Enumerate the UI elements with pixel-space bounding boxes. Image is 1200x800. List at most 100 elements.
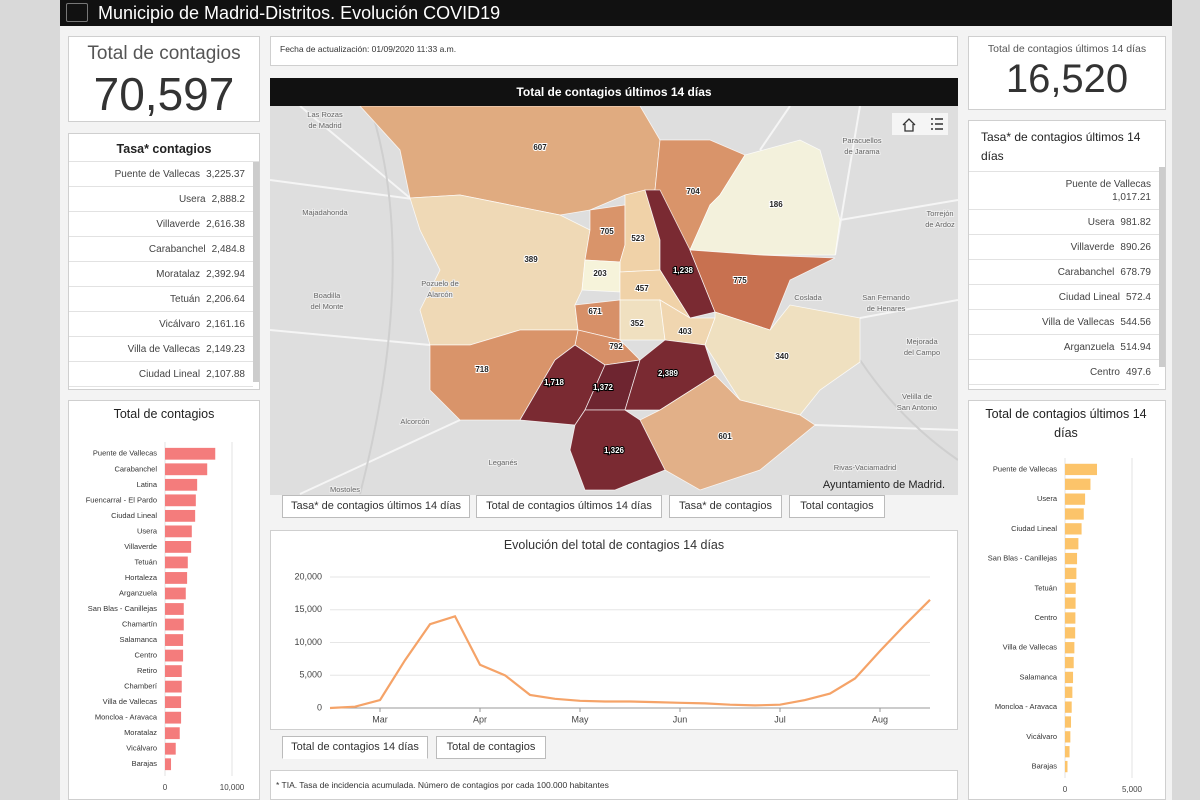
tab[interactable]: Total de contagios <box>436 736 546 759</box>
list-row[interactable]: Vicálvaro 2,161.16 <box>69 312 253 337</box>
footnote-box: * TIA. Tasa de incidencia acumulada. Núm… <box>270 770 958 800</box>
district[interactable] <box>569 409 666 491</box>
list-row[interactable]: Carabanchel 2,484.8 <box>69 237 253 262</box>
district-labels: 607 704 186 705 523 389 203 1,238 775 457 671 352 40… <box>474 142 790 456</box>
place-label: Majadahonda <box>302 208 348 217</box>
place-labels: Las Rozas de Madrid Majadahonda Pozuelo de A… <box>301 109 956 495</box>
total-card: Total de contagios 70,597 <box>68 36 260 122</box>
row-value: 3,225.37 <box>206 169 245 180</box>
list-row[interactable]: Villaverde 890.26 <box>969 235 1159 260</box>
row-name: Moratalaz <box>156 269 201 280</box>
scrollbar <box>1159 167 1165 367</box>
list-row[interactable]: Moratalaz 2,392.94 <box>69 262 253 287</box>
district-label: 601 <box>718 432 732 441</box>
header-title: Municipio de Madrid-Distritos. Evolución… <box>98 3 501 23</box>
roads <box>270 106 958 495</box>
logo <box>66 3 88 22</box>
row-value: 2,161.16 <box>206 319 245 330</box>
district-label: 1,718 <box>544 378 565 387</box>
row-name: Puente de Vallecas <box>1065 179 1151 190</box>
district-label: 671 <box>588 307 602 316</box>
list-row[interactable]: Carabanchel 678.79 <box>969 260 1159 285</box>
district-label: 705 <box>600 227 614 236</box>
row-value: 2,392.94 <box>206 269 245 280</box>
district-label: 2,389 <box>658 369 679 378</box>
legend-button[interactable] <box>931 118 943 130</box>
row-name: Puente de Vallecas <box>114 169 201 180</box>
list-title: Tasa* de contagios últimos 14 días <box>969 121 1165 172</box>
list-row[interactable]: Usera 2,888.2 <box>69 187 253 212</box>
row-value: 572.4 <box>1125 292 1151 303</box>
place-label: Mejorada <box>906 337 938 346</box>
row-name: Villa de Vallecas <box>1041 317 1115 328</box>
list-row[interactable]: Centro 497.6 <box>969 360 1159 385</box>
place-label: Coslada <box>794 293 822 302</box>
bar-panel-right <box>968 400 1166 800</box>
card-label: Total de contagios últimos 14 días <box>987 43 1147 55</box>
row-value: 2,206.64 <box>206 294 245 305</box>
tab[interactable]: Total contagios <box>789 495 885 518</box>
list-row[interactable]: Puente de Vallecas 1,017.21 <box>969 172 1159 210</box>
place-label: Mostoles <box>330 485 360 494</box>
list-row[interactable]: Villa de Vallecas 2,149.23 <box>69 337 253 362</box>
scrollbar <box>253 162 259 382</box>
place-label: Rivas-Vaciamadrid <box>834 463 896 472</box>
row-value: 1,017.21 <box>1112 192 1151 203</box>
row-value: 514.94 <box>1120 342 1151 353</box>
district-label: 203 <box>593 269 607 278</box>
tab[interactable]: Total de contagios 14 días <box>282 736 428 759</box>
list-row[interactable]: Villaverde 2,616.38 <box>69 212 253 237</box>
row-value: 2,149.23 <box>206 344 245 355</box>
place-label: de Madrid <box>308 121 341 130</box>
district[interactable] <box>644 189 716 319</box>
row-value: 2,484.8 <box>211 244 245 255</box>
list-row[interactable]: Ciudad Lineal 572.4 <box>969 285 1159 310</box>
home-button[interactable] <box>902 118 916 132</box>
tab[interactable]: Tasa* de contagios <box>669 495 782 518</box>
list-row[interactable]: Usera 981.82 <box>969 210 1159 235</box>
list-row[interactable]: Puente de Vallecas 3,225.37 <box>69 162 253 187</box>
district-label: 775 <box>733 276 747 285</box>
place-label: del Campo <box>904 348 940 357</box>
list-rows: Puente de Vallecas 3,225.37 Usera 2,888.2 Vi… <box>69 162 253 387</box>
list-row[interactable]: Arganzuela 514.94 <box>969 335 1159 360</box>
list-row[interactable]: Ciudad Lineal 2,107.88 <box>69 362 253 387</box>
card-value: 16,520 <box>1005 57 1129 101</box>
district-label: 704 <box>686 187 700 196</box>
row-name: Vicálvaro <box>159 319 201 330</box>
district-label: 186 <box>769 200 783 209</box>
row-name: Ciudad Lineal <box>138 369 201 380</box>
row-name: Ciudad Lineal <box>1058 292 1120 303</box>
district-label: 1,326 <box>604 446 625 455</box>
list-row[interactable]: Villa de Vallecas 544.56 <box>969 310 1159 335</box>
district[interactable] <box>689 139 841 256</box>
row-value: 2,107.88 <box>206 369 245 380</box>
district-label: 792 <box>609 342 623 351</box>
row-value: 2,888.2 <box>211 194 245 205</box>
row-name: Usera <box>1087 217 1115 228</box>
rate14-list: Tasa* de contagios últimos 14 días Puent… <box>968 120 1166 390</box>
district-label: 352 <box>630 319 644 328</box>
district[interactable] <box>704 304 861 416</box>
place-label: Alarcón <box>427 290 452 299</box>
place-label: Boadilla <box>314 291 342 300</box>
place-label: Las Rozas <box>307 110 343 119</box>
district-label: 389 <box>524 255 538 264</box>
list-row[interactable]: Tetuán 2,206.64 <box>69 287 253 312</box>
card-value: 70,597 <box>93 68 235 120</box>
row-name: Centro <box>1089 367 1120 378</box>
total14-card: Total de contagios últimos 14 días 16,52… <box>968 36 1166 110</box>
toolbar <box>892 113 948 135</box>
row-name: Tetuán <box>170 294 201 305</box>
place-label: Torrejón <box>926 209 953 218</box>
tab[interactable]: Total de contagios últimos 14 días <box>476 495 662 518</box>
row-value: 544.56 <box>1120 317 1151 328</box>
district-label: 403 <box>678 327 692 336</box>
map-tools <box>892 113 948 135</box>
row-name: Carabanchel <box>1057 267 1115 278</box>
row-value: 981.82 <box>1120 217 1151 228</box>
place-label: de Ardoz <box>925 220 955 229</box>
tab[interactable]: Tasa* de contagios últimos 14 días <box>282 495 470 518</box>
map[interactable]: Las Rozas de Madrid Majadahonda Pozuelo de A… <box>270 106 958 495</box>
